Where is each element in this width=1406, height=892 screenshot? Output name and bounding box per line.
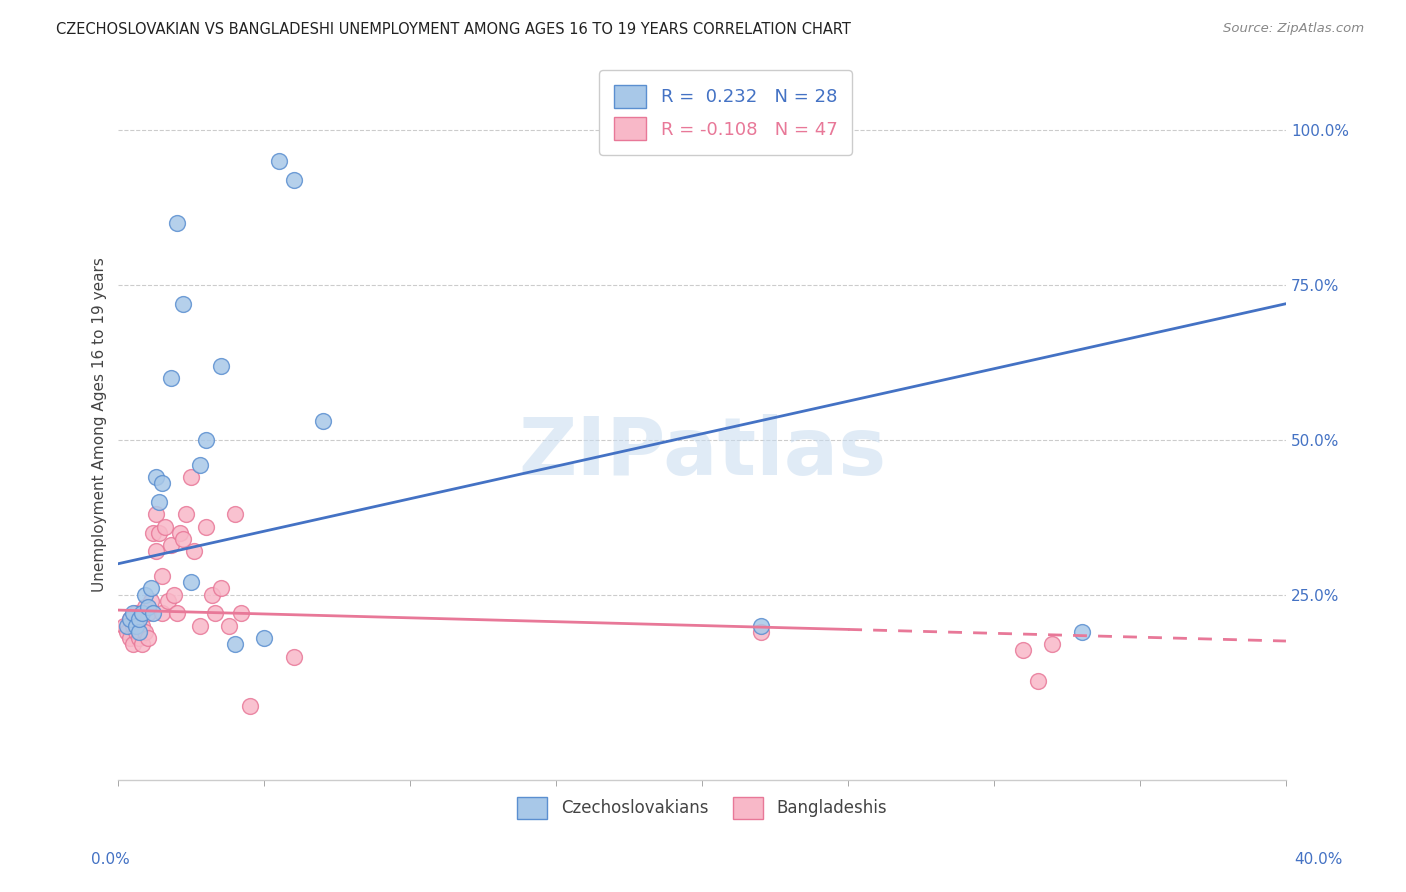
Point [180, 470, 202, 484]
Point [195, 519, 218, 533]
Text: Source: ZipAtlas.com: Source: ZipAtlas.com [1223, 22, 1364, 36]
Point [145, 544, 167, 558]
Point [239, 699, 262, 714]
Point [160, 538, 183, 552]
Legend: Czechoslovakians, Bangladeshis: Czechoslovakians, Bangladeshis [510, 790, 894, 825]
Point [174, 507, 197, 521]
Point [150, 569, 173, 583]
Point [131, 618, 153, 632]
Point [160, 371, 183, 385]
Point [1026, 674, 1049, 689]
Point [139, 594, 162, 608]
Point [115, 624, 138, 639]
Point [145, 470, 167, 484]
Point [209, 582, 232, 596]
Point [120, 612, 142, 626]
Point [142, 525, 165, 540]
Point [125, 618, 148, 632]
Point [128, 612, 150, 626]
Point [201, 588, 224, 602]
Point [142, 606, 165, 620]
Point [172, 296, 194, 310]
Point [120, 612, 142, 626]
Point [157, 594, 180, 608]
Point [267, 154, 290, 169]
Point [148, 495, 170, 509]
Point [122, 637, 145, 651]
Point [224, 637, 246, 651]
Point [122, 606, 145, 620]
Point [125, 606, 148, 620]
Point [1070, 624, 1092, 639]
Point [131, 606, 153, 620]
Point [195, 433, 218, 447]
Point [136, 599, 159, 614]
Point [166, 216, 188, 230]
Point [1042, 637, 1064, 651]
Point [120, 631, 142, 645]
Point [136, 631, 159, 645]
Point [128, 612, 150, 626]
Text: 0.0%: 0.0% [91, 852, 131, 867]
Point [283, 649, 305, 664]
Point [180, 575, 202, 590]
Point [128, 631, 150, 645]
Point [134, 588, 156, 602]
Text: 40.0%: 40.0% [1295, 852, 1343, 867]
Point [139, 582, 162, 596]
Point [148, 525, 170, 540]
Point [218, 618, 240, 632]
Point [163, 588, 186, 602]
Point [166, 606, 188, 620]
Point [125, 624, 148, 639]
Point [122, 618, 145, 632]
Point [115, 618, 138, 632]
Point [749, 624, 772, 639]
Point [136, 606, 159, 620]
Text: CZECHOSLOVAKIAN VS BANGLADESHI UNEMPLOYMENT AMONG AGES 16 TO 19 YEARS CORRELATIO: CZECHOSLOVAKIAN VS BANGLADESHI UNEMPLOYM… [56, 22, 851, 37]
Point [134, 599, 156, 614]
Point [188, 618, 211, 632]
Point [112, 618, 135, 632]
Point [145, 507, 167, 521]
Point [283, 173, 305, 187]
Point [183, 544, 205, 558]
Point [312, 414, 335, 428]
Point [188, 458, 211, 472]
Point [169, 525, 191, 540]
Point [253, 631, 276, 645]
Point [1012, 643, 1035, 657]
Point [150, 606, 173, 620]
Text: ZIPatlas: ZIPatlas [517, 414, 886, 491]
Point [134, 624, 156, 639]
Point [150, 476, 173, 491]
Point [229, 606, 252, 620]
Point [131, 637, 153, 651]
Point [204, 606, 226, 620]
Point [153, 519, 176, 533]
Point [128, 624, 150, 639]
Point [224, 507, 246, 521]
Y-axis label: Unemployment Among Ages 16 to 19 years: Unemployment Among Ages 16 to 19 years [93, 257, 107, 592]
Point [172, 532, 194, 546]
Point [749, 618, 772, 632]
Point [209, 359, 232, 373]
